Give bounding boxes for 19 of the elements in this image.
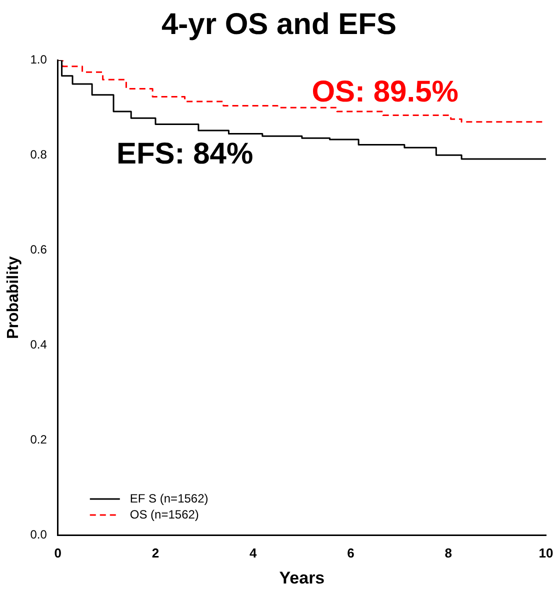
x-tick-label: 0 bbox=[54, 545, 62, 560]
chart-title: 4-yr OS and EFS bbox=[160, 8, 398, 42]
x-tick-label: 8 bbox=[444, 545, 452, 560]
y-tick-label: 0.6 bbox=[30, 242, 48, 256]
x-tick-label: 4 bbox=[250, 545, 258, 560]
legend-label: OS (n=1562) bbox=[130, 507, 199, 522]
annotation: OS: 89.5% bbox=[312, 76, 458, 109]
x-tick-label: 10 bbox=[538, 545, 554, 560]
y-tick-label: 0.4 bbox=[30, 337, 48, 352]
legend-label: EF S (n=1562) bbox=[130, 491, 208, 506]
y-tick-label: 0.0 bbox=[30, 527, 48, 542]
x-tick-label: 2 bbox=[152, 545, 160, 560]
y-tick-label: 0.8 bbox=[30, 147, 48, 162]
x-tick-label: 6 bbox=[347, 545, 354, 560]
y-axis-title: Probability bbox=[5, 256, 22, 339]
annotation: EFS: 84% bbox=[116, 137, 254, 170]
y-tick-label: 1.0 bbox=[30, 52, 48, 67]
x-axis-title: Years bbox=[279, 568, 325, 588]
y-tick-label: 0.2 bbox=[30, 432, 48, 446]
